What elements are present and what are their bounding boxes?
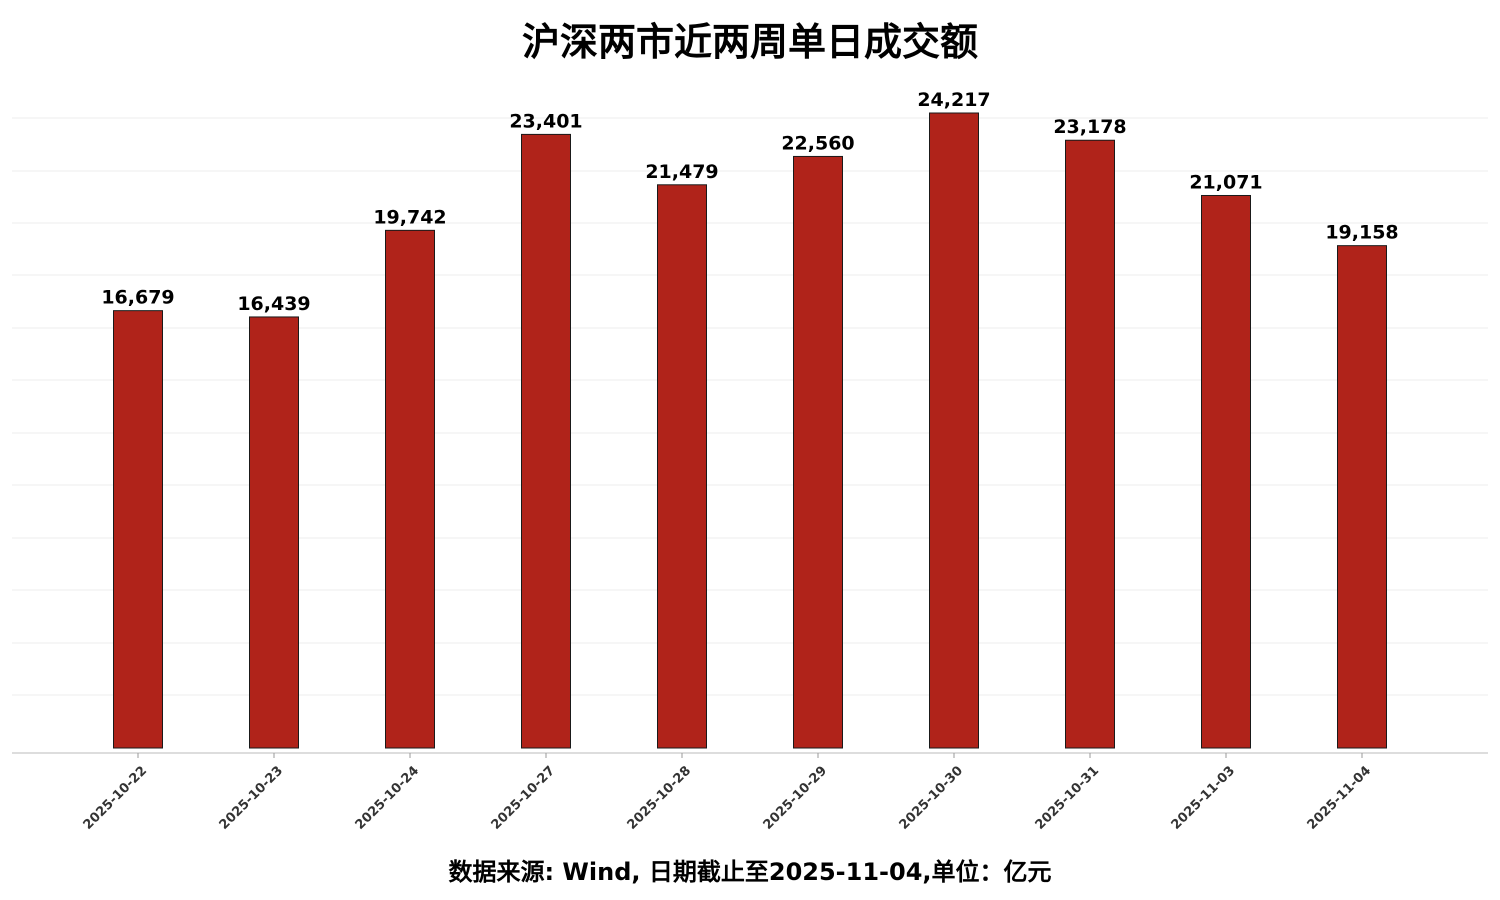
chart-footer-source: 数据来源: Wind, 日期截止至2025-11-04,单位：亿元: [448, 858, 1052, 886]
bar: [1065, 139, 1115, 749]
x-tick-label: 2025-10-27: [489, 763, 558, 832]
x-axis: 2025-10-22 2025-10-23 2025-10-24 2025-10-27…: [12, 752, 1488, 833]
bar: [113, 310, 163, 749]
bar: [1201, 194, 1251, 749]
bar: [929, 112, 979, 749]
x-tick-label: 2025-11-03: [1169, 763, 1238, 832]
bar: [1337, 245, 1387, 749]
gridlines: [12, 117, 1488, 696]
bar-value-label: 23,178: [1053, 116, 1126, 138]
bar: [249, 316, 299, 749]
bar-value-label: 21,479: [645, 161, 718, 183]
bar-value-label: 22,560: [781, 132, 854, 154]
bar-value-label: 21,071: [1189, 171, 1262, 193]
x-tick-label: 2025-10-24: [353, 763, 422, 832]
x-tick-label: 2025-10-28: [625, 763, 694, 832]
bar: [793, 155, 843, 749]
bars: [113, 112, 1387, 749]
bar-value-label: 19,742: [373, 206, 446, 228]
bar-value-label: 19,158: [1325, 222, 1398, 244]
x-tick-label: 2025-10-29: [761, 763, 830, 832]
value-labels: 16,679 16,439 19,742 23,401 21,479 22,560 24,2…: [101, 89, 1398, 315]
bar-value-label: 23,401: [509, 110, 582, 132]
x-tick-label: 2025-11-04: [1305, 763, 1374, 832]
bar-value-label: 16,439: [237, 293, 310, 315]
x-tick-label: 2025-10-31: [1033, 763, 1102, 832]
bar: [385, 229, 435, 749]
x-tick-label: 2025-10-23: [217, 763, 286, 832]
x-tick-label: 2025-10-22: [81, 763, 150, 832]
bar-value-label: 16,679: [101, 287, 174, 309]
chart-title: 沪深两市近两周单日成交额: [521, 20, 978, 64]
bar-value-label: 24,217: [917, 89, 990, 111]
bar: [657, 184, 707, 749]
bar: [521, 133, 571, 749]
x-tick-label: 2025-10-30: [897, 763, 966, 832]
